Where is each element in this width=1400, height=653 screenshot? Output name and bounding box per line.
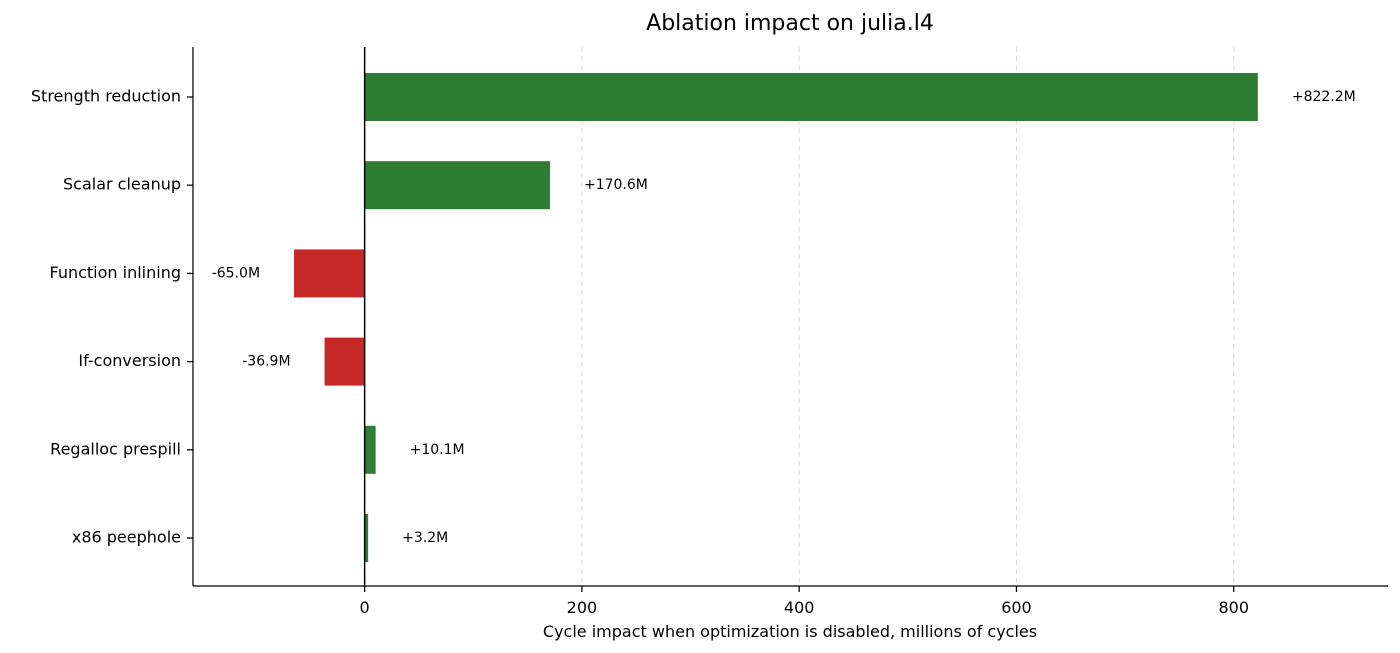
bar bbox=[324, 337, 365, 386]
y-tick-label: Strength reduction bbox=[31, 87, 181, 106]
y-ticks: Strength reduction Scalar cleanup Function… bbox=[31, 87, 193, 547]
bar bbox=[364, 425, 376, 474]
data-label: +3.2M bbox=[402, 530, 448, 546]
data-label: +10.1M bbox=[410, 442, 465, 458]
bar bbox=[364, 73, 1258, 121]
y-tick-label: Regalloc prespill bbox=[50, 439, 181, 458]
bars-layer bbox=[294, 73, 1258, 562]
y-tick-label: If-conversion bbox=[78, 351, 181, 370]
x-tick-label: 200 bbox=[567, 598, 598, 617]
data-labels: +822.2M +170.6M -65.0M -36.9M +10.1M +3.2M bbox=[212, 89, 1356, 546]
x-tick-label: 0 bbox=[360, 598, 370, 617]
grid-layer bbox=[581, 47, 1235, 586]
data-label: +170.6M bbox=[584, 177, 648, 193]
bar bbox=[294, 249, 365, 298]
bar bbox=[364, 161, 550, 210]
y-tick-label: Scalar cleanup bbox=[63, 175, 181, 194]
x-tick-label: 800 bbox=[1218, 598, 1249, 617]
data-label: -36.9M bbox=[242, 354, 290, 370]
x-axis-label: Cycle impact when optimization is disabl… bbox=[543, 622, 1037, 641]
y-tick-label: Function inlining bbox=[50, 263, 182, 282]
y-tick-label: x86 peephole bbox=[72, 528, 181, 547]
data-label: -65.0M bbox=[212, 265, 260, 281]
data-label: +822.2M bbox=[1292, 89, 1356, 105]
x-tick-label: 600 bbox=[1001, 598, 1032, 617]
bar bbox=[364, 514, 369, 562]
axes-layer bbox=[192, 47, 1388, 587]
x-tick-label: 400 bbox=[784, 598, 815, 617]
x-ticks: 0 200 400 600 800 bbox=[360, 586, 1249, 617]
chart-title: Ablation impact on julia.l4 bbox=[646, 11, 934, 36]
